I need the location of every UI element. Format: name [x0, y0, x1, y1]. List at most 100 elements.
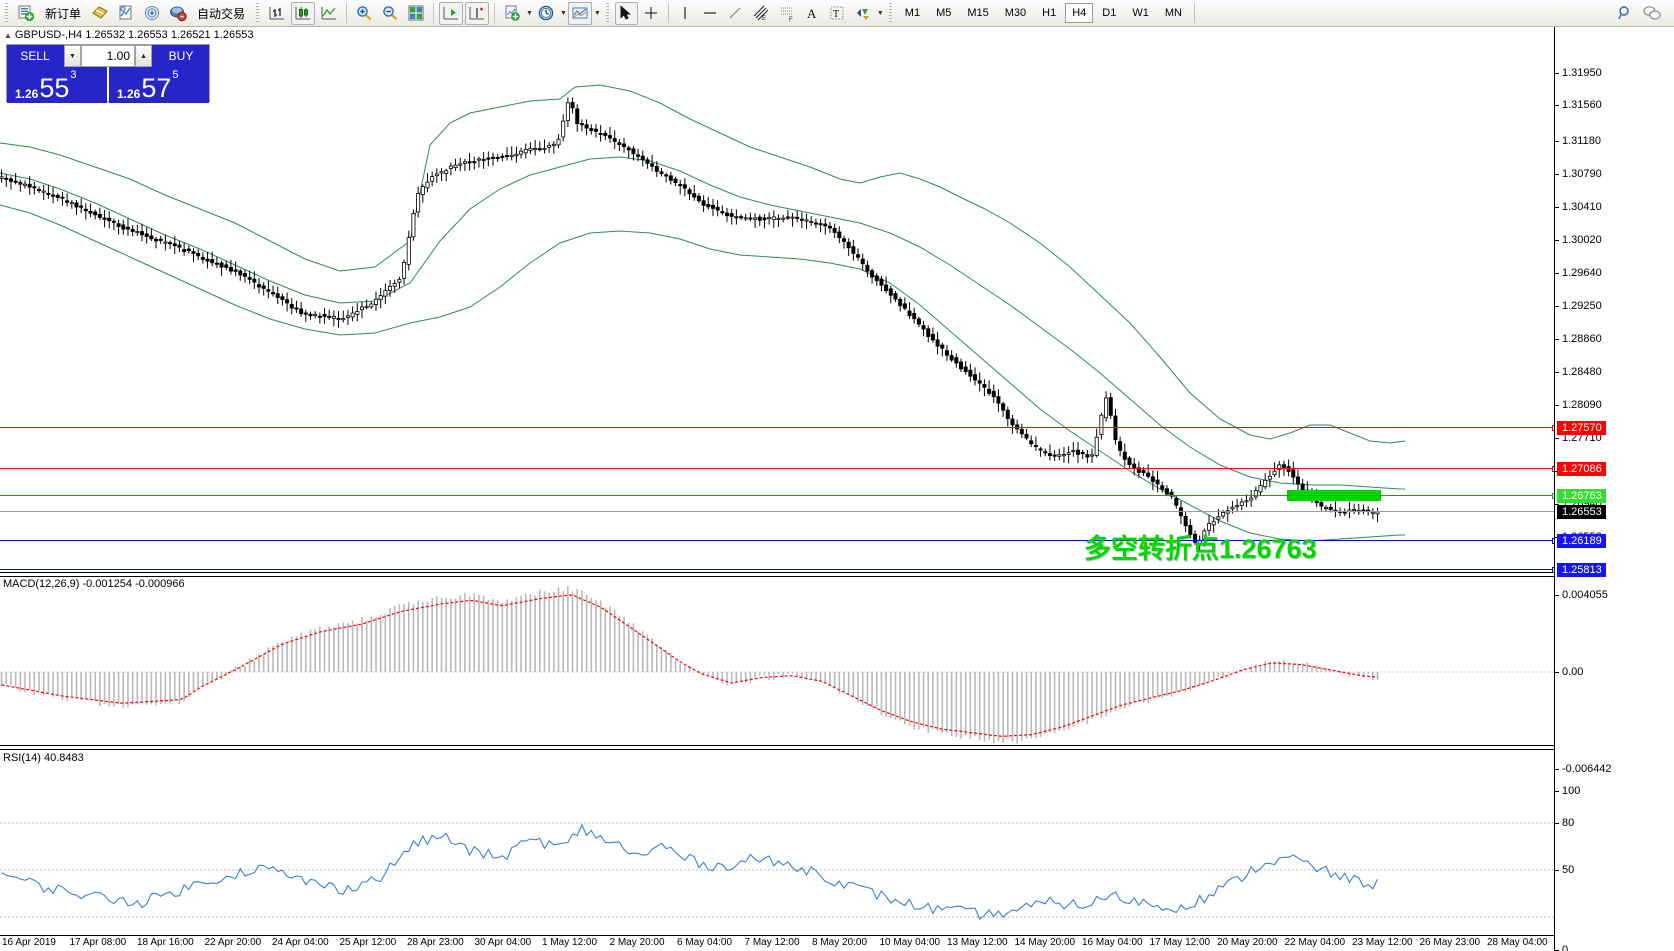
tab-timeframe-h1[interactable]: H1: [1042, 7, 1057, 19]
price-axis-tick: 100: [1555, 785, 1580, 797]
auto-scroll-icon[interactable]: [465, 1, 490, 25]
text-icon[interactable]: A: [801, 2, 824, 25]
time-axis-label: 23 May 12:00: [1352, 937, 1413, 948]
price-axis-tick: 1.28090: [1555, 399, 1602, 411]
cursor-icon[interactable]: [614, 1, 638, 25]
macd-histogram: [0, 585, 1379, 744]
chart-collapse-arrow[interactable]: ▲: [4, 31, 12, 40]
price-axis-tick: 1.28860: [1555, 333, 1602, 345]
toolbar-separator-3: [494, 3, 496, 23]
fibonacci-icon[interactable]: F: [775, 2, 799, 25]
indicators-list-icon[interactable]: [114, 2, 138, 25]
expert-advisors-icon[interactable]: [88, 2, 112, 25]
toolbar-grip-4[interactable]: [886, 2, 894, 24]
time-axis-label: 24 Apr 04:00: [272, 937, 329, 948]
period-dropdown-caret[interactable]: ▼: [559, 9, 567, 17]
tab-timeframe-h4[interactable]: H4: [1065, 3, 1094, 23]
trendline-icon[interactable]: [724, 2, 747, 25]
indicators-icon[interactable]: [567, 1, 592, 25]
one-click-trading-panel[interactable]: SELL ▼ 1.00 ▲ BUY 1.26 55 3 1.26 57 5: [6, 44, 210, 103]
toolbar-separator-2: [433, 3, 435, 23]
price-tag-pivot: 1.26763: [1557, 489, 1606, 503]
sell-price-display[interactable]: 1.26 55 3: [7, 67, 107, 103]
tab-timeframe-m5[interactable]: M5: [936, 7, 952, 19]
bar-chart-icon[interactable]: [265, 2, 289, 25]
price-axis-tick: 1.29250: [1555, 300, 1602, 312]
level-line-resistance-2[interactable]: [0, 466, 1558, 472]
indicators-dropdown-caret[interactable]: ▼: [593, 9, 601, 17]
zoom-out-icon[interactable]: [378, 2, 402, 25]
arrows-dropdown-caret[interactable]: ▼: [876, 9, 884, 17]
tab-timeframe-d1[interactable]: D1: [1102, 7, 1117, 19]
volume-decrement-icon[interactable]: ▼: [64, 45, 81, 67]
buy-price-display[interactable]: 1.26 57 5: [109, 67, 209, 103]
svg-text:F: F: [789, 17, 793, 22]
tab-timeframe-m15[interactable]: M15: [967, 7, 989, 19]
candlestick-chart-icon[interactable]: [291, 1, 316, 25]
crosshair-icon[interactable]: [640, 2, 663, 25]
new-order-icon[interactable]: [14, 2, 38, 25]
time-axis-label: 14 May 20:00: [1014, 937, 1076, 948]
auto-trading-icon[interactable]: [166, 2, 190, 25]
horizontal-line-icon[interactable]: [699, 2, 722, 25]
level-line-support-1[interactable]: [0, 538, 1558, 544]
toolbar-grip-2[interactable]: [254, 2, 262, 24]
svg-text:T: T: [833, 9, 839, 20]
sell-price-prefix: 1.26: [15, 87, 39, 101]
time-axis-label: 13 May 12:00: [947, 937, 1008, 948]
price-scale[interactable]: 1.31950 1.31560 1.31180 1.30790 1.30410 1.300…: [1554, 27, 1674, 951]
sell-button[interactable]: SELL: [7, 45, 63, 67]
chart-plot-canvas[interactable]: [0, 27, 1554, 951]
time-axis-label: 26 May 23:00: [1419, 937, 1481, 948]
tab-timeframe-m1[interactable]: M1: [904, 7, 921, 19]
toolbar-grip-3[interactable]: [603, 2, 611, 24]
templates-icon[interactable]: [500, 2, 524, 25]
trade-panel-top-row: SELL ▼ 1.00 ▲ BUY: [7, 45, 209, 67]
macd-pane-bottom-separator: [0, 745, 1554, 746]
signals-icon[interactable]: [140, 2, 164, 25]
level-line-support-2[interactable]: [0, 567, 1558, 573]
price-pane: [0, 84, 1406, 553]
tab-timeframe-w1[interactable]: W1: [1132, 7, 1149, 19]
volume-input[interactable]: 1.00: [81, 45, 135, 67]
volume-stepper[interactable]: ▼ 1.00 ▲: [63, 45, 153, 67]
arrows-icon[interactable]: [851, 2, 875, 25]
vertical-line-icon[interactable]: [674, 2, 697, 25]
chart-shift-icon[interactable]: [439, 1, 464, 25]
price-axis-tick: 0.00: [1555, 666, 1583, 678]
volume-increment-icon[interactable]: ▲: [135, 45, 152, 67]
time-axis-label: 7 May 12:00: [744, 937, 800, 948]
price-axis-tick: 1.31180: [1555, 135, 1601, 147]
toolbar-separator: [346, 3, 348, 23]
time-axis-label: 17 May 12:00: [1149, 937, 1211, 948]
auto-trading-button[interactable]: 自动交易: [197, 6, 246, 21]
price-pane-bottom-separator: [0, 572, 1554, 573]
svg-text:A: A: [807, 6, 817, 21]
equidistant-channel-icon[interactable]: E: [749, 2, 773, 25]
time-axis-label: 30 Apr 04:00: [474, 937, 532, 948]
tile-windows-icon[interactable]: [404, 2, 428, 25]
price-axis-tick: 1.29640: [1555, 267, 1602, 279]
buy-button[interactable]: BUY: [153, 45, 209, 67]
chat-icon[interactable]: [1639, 2, 1665, 25]
macd-pane: [0, 585, 1554, 744]
toolbar-separator-5: [1193, 3, 1195, 23]
time-scale[interactable]: 16 Apr 2019 17 Apr 08:00 18 Apr 16:00 22 Ap…: [0, 935, 1554, 951]
new-order-button[interactable]: 新订单: [45, 6, 82, 21]
level-line-pivot[interactable]: [0, 493, 1558, 499]
level-line-resistance-1[interactable]: [0, 425, 1558, 431]
tab-timeframe-mn[interactable]: MN: [1164, 7, 1182, 19]
zoom-in-icon[interactable]: [352, 2, 376, 25]
price-axis-tick: 1.31560: [1555, 99, 1602, 111]
period-icon[interactable]: [534, 2, 558, 25]
svg-text:E: E: [762, 16, 766, 22]
level-line-last-price[interactable]: [0, 511, 1554, 512]
line-chart-icon[interactable]: [317, 2, 341, 25]
toolbar-grip[interactable]: [3, 2, 10, 24]
search-icon[interactable]: [1613, 2, 1637, 25]
tab-timeframe-m30[interactable]: M30: [1004, 7, 1027, 19]
symbol-ohlc-text: GBPUSD-,H4 1.26532 1.26553 1.26521 1.265…: [14, 29, 254, 41]
chart-window[interactable]: ▲ GBPUSD-,H4 1.26532 1.26553 1.26521 1.26…: [0, 27, 1674, 951]
templates-dropdown-caret[interactable]: ▼: [526, 9, 533, 17]
text-label-icon[interactable]: T: [826, 2, 849, 25]
